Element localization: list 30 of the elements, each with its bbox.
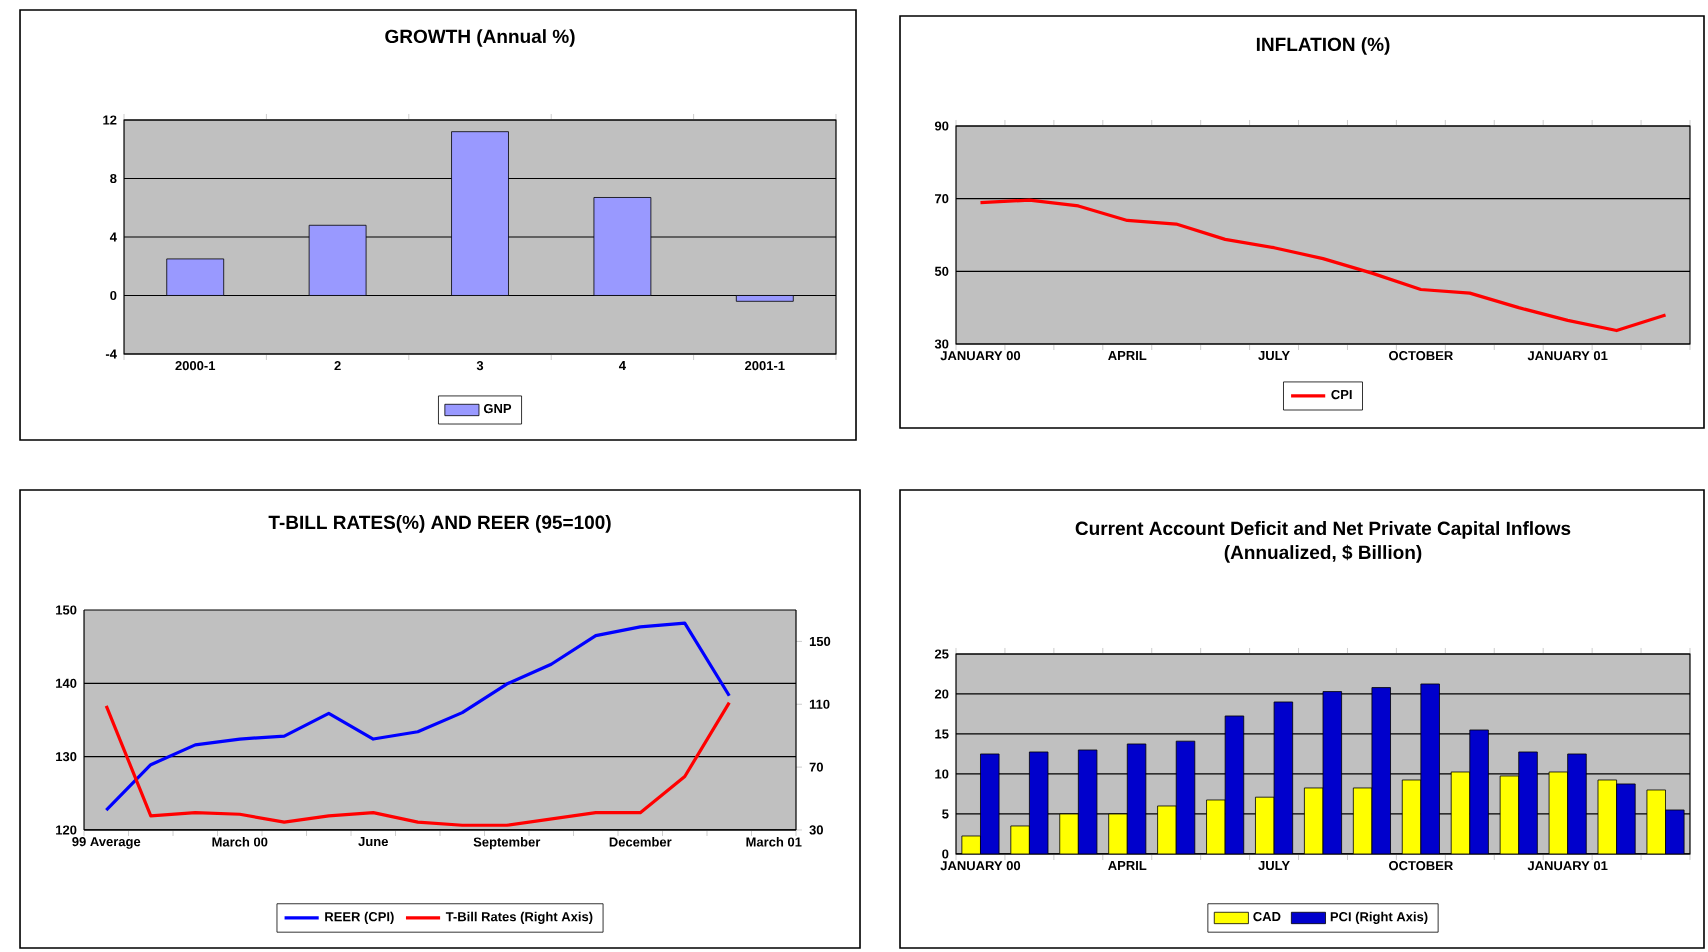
bar bbox=[1077, 749, 1098, 854]
bar bbox=[735, 295, 794, 302]
bar bbox=[1010, 825, 1030, 854]
bar bbox=[1469, 729, 1489, 854]
bar bbox=[1420, 683, 1440, 854]
bar bbox=[1108, 813, 1128, 854]
chart-title: Current Account Deficit and Net Private Capital Inflows bbox=[1075, 521, 1571, 539]
bar bbox=[980, 753, 1000, 854]
bar bbox=[1567, 753, 1587, 854]
bar bbox=[451, 131, 509, 296]
bar bbox=[1175, 740, 1196, 854]
chart-title: T-BILL RATES(%) AND REER (95=100) bbox=[268, 515, 611, 533]
bar bbox=[308, 224, 367, 296]
chart-title: GROWTH (Annual %) bbox=[385, 29, 575, 47]
bar bbox=[1029, 751, 1049, 854]
bar bbox=[1059, 813, 1079, 854]
chart-title: INFLATION (%) bbox=[1256, 37, 1390, 55]
bar bbox=[1273, 701, 1294, 854]
chart-subtitle: (Annualized, $ Billion) bbox=[1224, 544, 1422, 563]
bar bbox=[593, 197, 652, 296]
bar bbox=[1126, 743, 1147, 854]
line-series bbox=[978, 198, 1668, 333]
bar bbox=[166, 258, 225, 296]
bar bbox=[1518, 751, 1538, 854]
bar bbox=[1224, 715, 1245, 854]
bar bbox=[1157, 805, 1177, 854]
line-series bbox=[104, 621, 731, 812]
bar bbox=[1616, 783, 1636, 854]
bar bbox=[1371, 687, 1391, 854]
bar bbox=[1322, 691, 1342, 854]
